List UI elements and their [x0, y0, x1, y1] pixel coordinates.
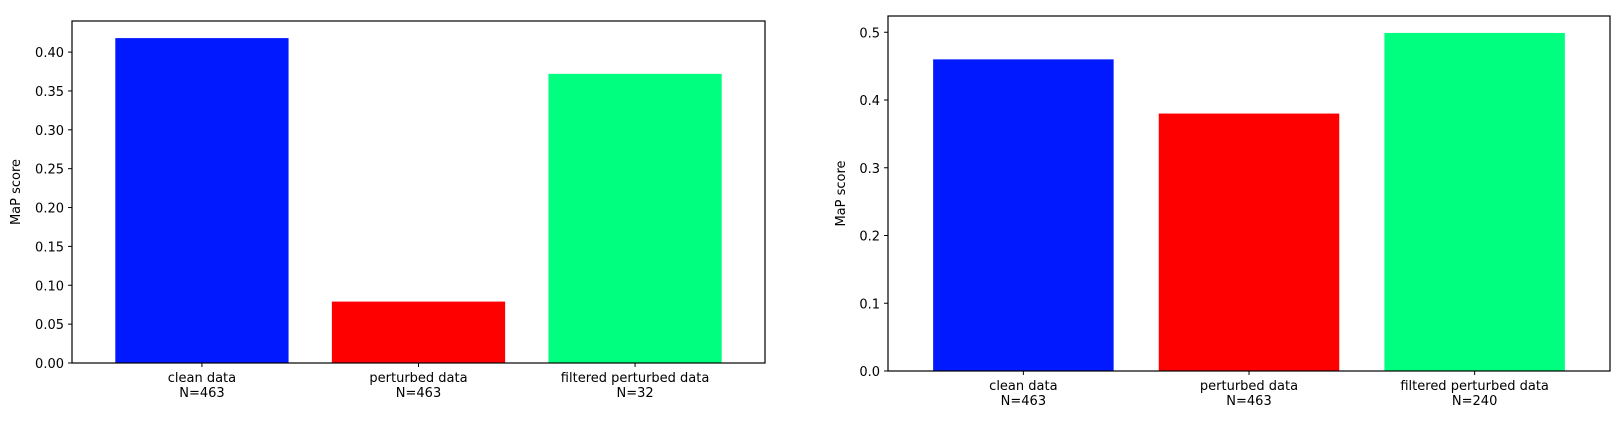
y-tick-label: 0.0: [859, 365, 880, 380]
y-tick-label: 0.00: [35, 357, 64, 372]
y-tick-label: 0.35: [35, 85, 64, 100]
x-tick-label: clean data N=463: [168, 371, 236, 401]
chart-1: clean data N=463 perturbed data N=463 filter…: [9, 20, 766, 401]
y-tick-label: 0.2: [859, 230, 880, 245]
y-tick-label: 0.20: [35, 202, 64, 217]
x-tick-label: perturbed data N=463: [369, 371, 467, 401]
axes-frame: [887, 15, 1611, 372]
y-tick-label: 0.10: [35, 279, 64, 294]
y-tick-label: 0.15: [35, 240, 64, 255]
y-tick-label: 0.1: [859, 297, 880, 312]
y-tick-label: 0.25: [35, 163, 64, 178]
bar-3: [548, 73, 722, 363]
x-tick-label: perturbed data N=463: [1200, 379, 1298, 409]
y-tick-label: 0.4: [859, 94, 880, 109]
y-tick-label: 0.05: [35, 318, 64, 333]
y-tick-label: 0.30: [35, 124, 64, 139]
bar-2: [1158, 113, 1340, 371]
axes-frame: [71, 20, 766, 364]
y-tick-label: 0.3: [859, 162, 880, 177]
x-tick-label: filtered perturbed data N=240: [1400, 379, 1549, 409]
x-tick-label: filtered perturbed data N=32: [561, 371, 710, 401]
bar-1: [115, 38, 289, 363]
bar-2: [331, 301, 506, 363]
bar-1: [933, 59, 1114, 372]
bar-3: [1384, 32, 1565, 371]
y-axis-label: MaP score: [834, 160, 849, 226]
y-tick-label: 0.5: [859, 26, 880, 41]
x-tick-label: clean data N=463: [989, 379, 1057, 409]
y-tick-label: 0.40: [35, 46, 64, 61]
chart-2: clean data N=463 perturbed data N=463 filter…: [834, 15, 1611, 409]
y-axis-label: MaP score: [9, 159, 24, 225]
